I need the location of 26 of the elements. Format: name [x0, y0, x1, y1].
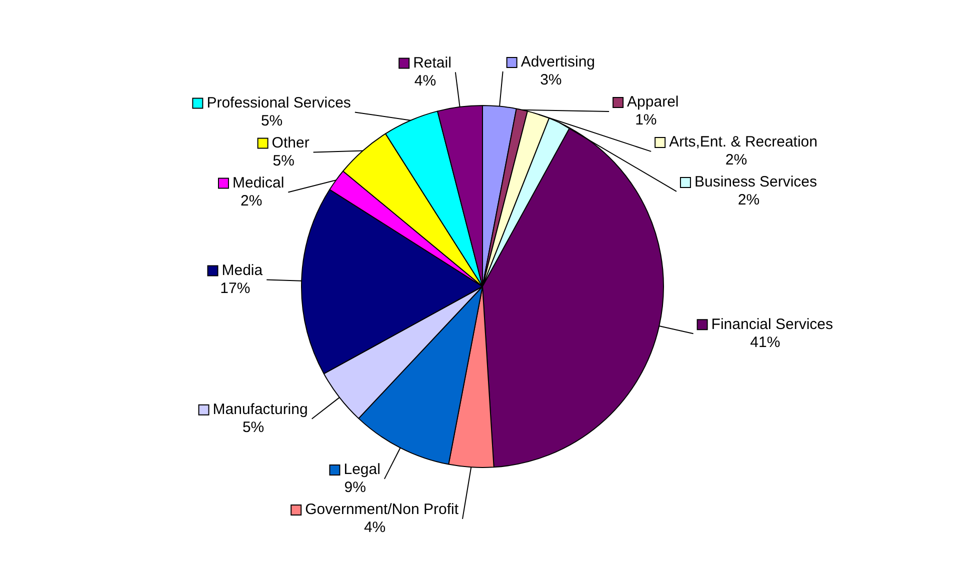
- legend-label: Business Services: [694, 174, 818, 191]
- data-label: 5%: [272, 152, 294, 170]
- data-label: 9%: [344, 479, 366, 496]
- legend-label: Advertising: [520, 54, 596, 71]
- data-label: 41%: [750, 334, 780, 351]
- legend-label: Legal: [344, 461, 380, 478]
- data-label: 4%: [414, 72, 436, 90]
- legend-label: Retail: [413, 54, 452, 72]
- legend-label: Apparel: [627, 94, 679, 111]
- legend-label: Other: [272, 134, 310, 152]
- legend-label: Financial Services: [711, 316, 834, 333]
- data-label: 2%: [738, 192, 760, 209]
- data-label: 5%: [242, 419, 264, 436]
- data-label: 2%: [725, 152, 748, 169]
- data-label: 17%: [220, 280, 250, 297]
- data-label: 3%: [540, 72, 562, 89]
- legend-label: Manufacturing: [212, 401, 308, 418]
- legend-label: Professional Services: [206, 94, 351, 112]
- data-label: 2%: [240, 192, 262, 210]
- legend-label: Media: [222, 262, 264, 279]
- legend-label: Government/Non Profit: [305, 501, 460, 518]
- legend-label: Medical: [232, 174, 284, 192]
- data-label: 5%: [260, 112, 283, 130]
- data-label: 4%: [364, 519, 386, 536]
- data-label: 1%: [635, 112, 657, 129]
- legend-label: Arts,Ent. & Recreation: [669, 134, 818, 151]
